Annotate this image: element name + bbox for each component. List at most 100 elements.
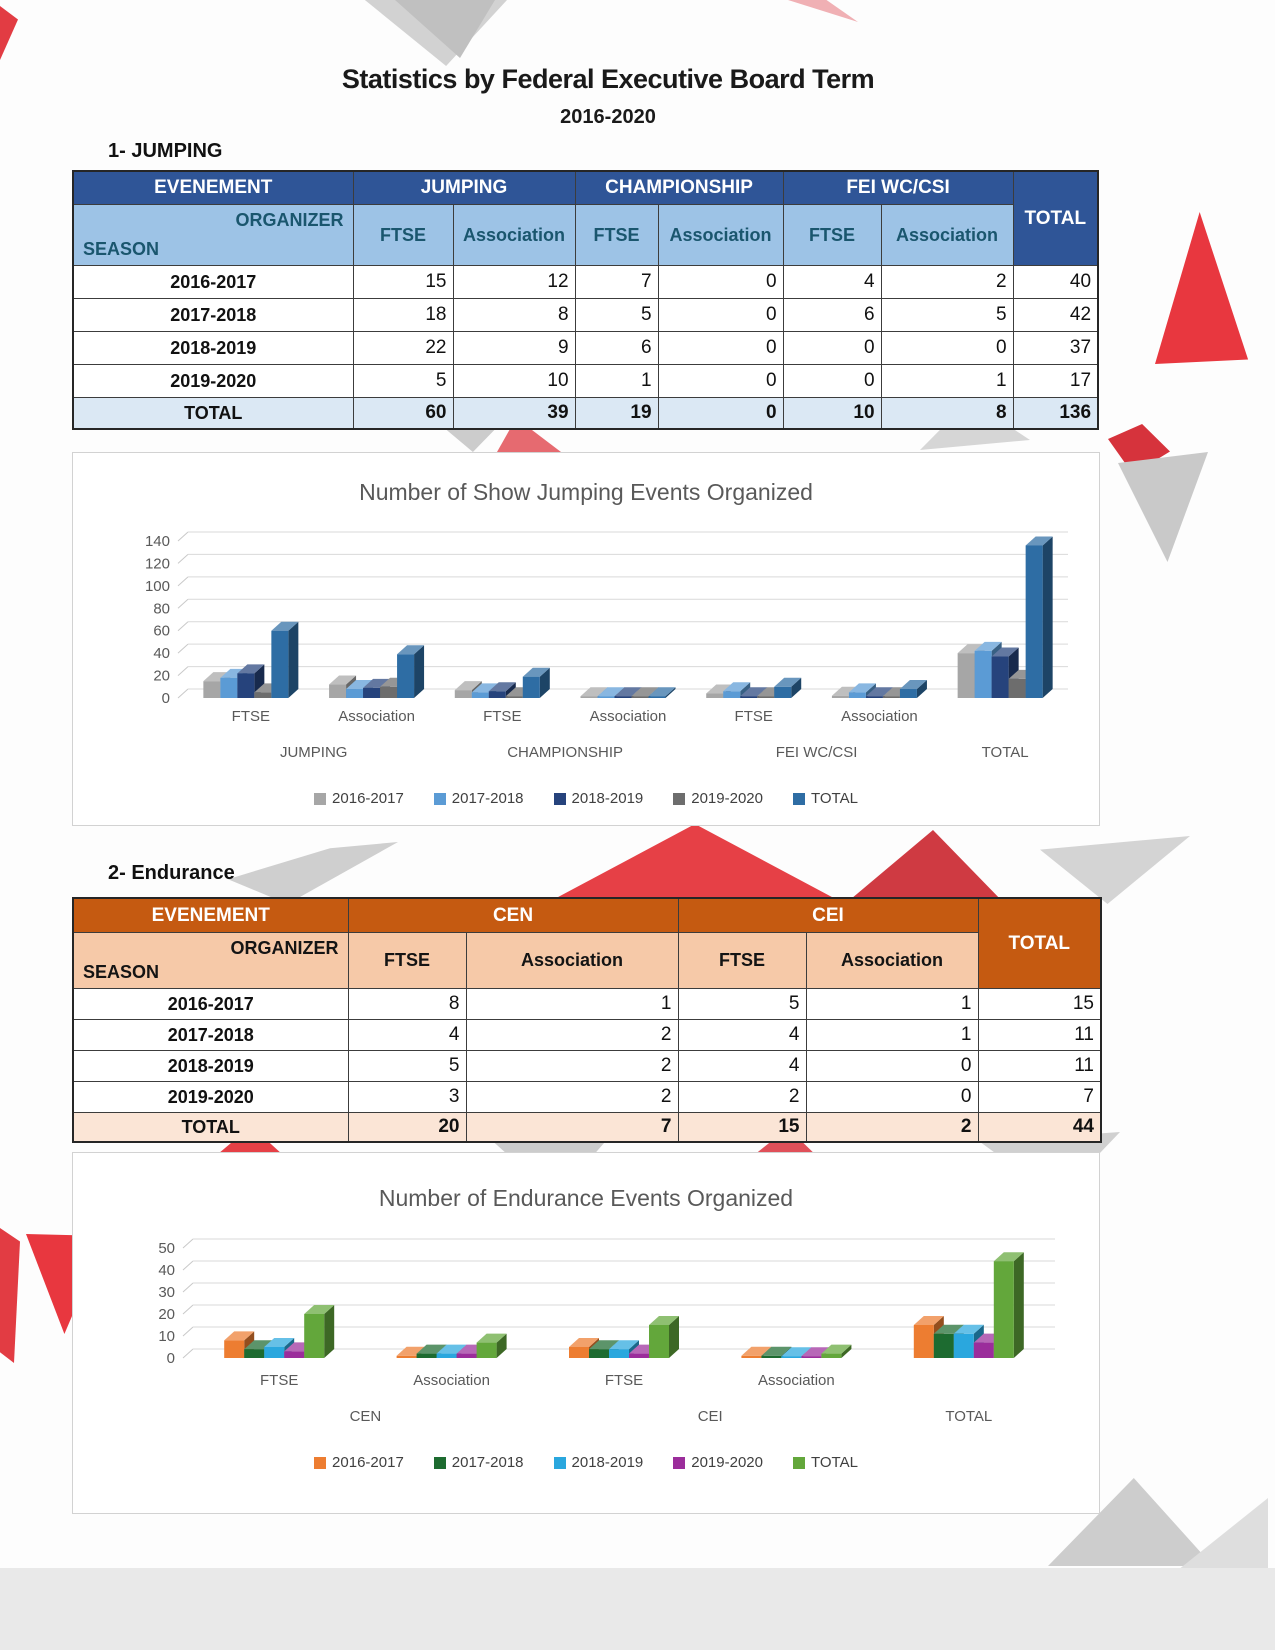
svg-text:140: 140 [145,533,170,550]
header-evenement: EVENEMENT [72,897,349,933]
svg-text:FTSE: FTSE [260,1372,298,1389]
value-cell: 15 [352,265,454,299]
subheader-ftse: FTSE [347,932,467,989]
value-cell: 8 [347,988,467,1020]
subheader-association: Association [465,932,679,989]
header-group-cen: CEN [347,897,679,933]
svg-text:Association: Association [758,1372,835,1389]
value-cell: 18 [352,298,454,332]
value-cell: 22 [352,331,454,365]
svg-text:80: 80 [153,600,170,617]
legend-label: 2017-2018 [451,1454,524,1471]
legend-label: 2016-2017 [332,1454,404,1471]
table-row: 2018-2019 5 2 4 0 11 [72,1050,1102,1082]
decor-triangle-red [1155,212,1249,364]
svg-text:FTSE: FTSE [735,708,773,725]
svg-text:20: 20 [153,668,170,685]
legend-entry: 2019-2020 [673,790,763,807]
value-cell: 10 [452,364,576,398]
svg-text:TOTAL: TOTAL [945,1408,992,1425]
table-row: 2019-2020 5 10 1 0 0 1 17 [72,364,1099,398]
jumping-chart-panel: Number of Show Jumping Events Organized … [72,452,1100,826]
legend-entry: 2018-2019 [553,790,643,807]
subheader-association: Association [452,204,576,266]
subheader-ftse: FTSE [574,204,659,266]
value-cell: 0 [805,1081,979,1113]
header-evenement: EVENEMENT [72,170,354,205]
value-cell: 1 [574,364,659,398]
total-value-cell: 39 [452,397,576,430]
season-cell: 2019-2020 [72,1081,349,1113]
endurance-chart: 0 10 20 30 40 50 FTSE Association FTSE Associatio… [73,1153,1099,1513]
svg-text:40: 40 [158,1262,175,1279]
svg-text:40: 40 [153,645,170,662]
subheader-ftse: FTSE [352,204,454,266]
svg-text:0: 0 [162,690,170,707]
value-cell: 0 [657,331,784,365]
svg-text:Association: Association [590,708,667,725]
svg-text:FTSE: FTSE [483,708,521,725]
svg-text:0: 0 [167,1350,175,1367]
season-cell: 2018-2019 [72,1050,349,1082]
value-cell: 8 [452,298,576,332]
value-cell: 4 [677,1019,807,1051]
value-cell: 2 [465,1050,679,1082]
subheader-ftse: FTSE [782,204,882,266]
table-row: 2019-2020 3 2 2 0 7 [72,1081,1102,1113]
table-row: 2018-2019 22 9 6 0 0 0 37 [72,331,1099,365]
legend-swatch [314,1456,327,1469]
table-subheader-row: ORGANIZER SEASON FTSE Association FTSE A… [72,204,1098,266]
total-cell: 37 [1012,331,1099,365]
value-cell: 0 [657,364,784,398]
legend-entry: TOTAL [792,1454,858,1471]
table-row: 2017-2018 4 2 4 1 11 [72,1019,1102,1051]
subheader-association: Association [657,204,784,266]
legend-swatch [792,1456,805,1469]
svg-text:50: 50 [158,1240,175,1257]
decor-triangle-red [845,830,1005,904]
jumping-chart-title: Number of Show Jumping Events Organized [359,479,813,505]
legend-swatch [553,1456,566,1469]
season-label: SEASON [83,962,160,982]
page-title: Statistics by Federal Executive Board Te… [341,64,875,94]
value-cell: 5 [352,364,454,398]
subheader-association: Association [805,932,979,989]
decor-sliver-red [0,1228,20,1363]
value-cell: 0 [782,364,882,398]
corner-cell: ORGANIZER SEASON [72,932,349,989]
header-group-championship: CHAMPIONSHIP [574,170,784,205]
legend-label: 2019-2020 [691,790,763,807]
value-cell: 4 [782,265,882,299]
total-value-cell: 7 [465,1112,679,1143]
season-cell: 2018-2019 [72,331,354,365]
value-cell: 1 [805,988,979,1020]
value-cell: 1 [880,364,1014,398]
value-cell: 5 [677,988,807,1020]
season-label: SEASON [83,239,160,259]
subheader-association: Association [880,204,1014,266]
table-subheader-row: ORGANIZER SEASON FTSE Association FTSE A… [72,932,1101,989]
value-cell: 9 [452,331,576,365]
season-cell: 2019-2020 [72,364,354,398]
season-cell: 2017-2018 [72,298,354,332]
svg-text:CEN: CEN [350,1408,382,1425]
value-cell: 6 [574,331,659,365]
value-cell: 0 [657,265,784,299]
total-cell: 15 [977,988,1102,1020]
table-row: 2016-2017 15 12 7 0 4 2 40 [72,265,1099,299]
svg-text:FTSE: FTSE [232,708,270,725]
value-cell: 2 [465,1019,679,1051]
jumping-chart-legend: 2016-2017 2017-2018 2018-2019 2019-2020 TOTA… [73,790,1099,807]
svg-text:Association: Association [413,1372,490,1389]
table-header-row: EVENEMENT CEN CEI TOTAL [72,897,1102,989]
jumping-table: EVENEMENT JUMPING CHAMPIONSHIP FEI WC/CS… [72,170,1100,430]
total-value-cell: 60 [352,397,454,430]
legend-entry: 2016-2017 [314,790,404,807]
svg-text:CHAMPIONSHIP: CHAMPIONSHIP [507,744,623,761]
value-cell: 2 [880,265,1014,299]
svg-text:120: 120 [145,555,170,572]
decor-triangle-gray [1118,452,1208,562]
total-cell: 11 [977,1050,1102,1082]
corner-cell: ORGANIZER SEASON [72,204,354,266]
page-subtitle: 2016-2020 [560,106,656,128]
